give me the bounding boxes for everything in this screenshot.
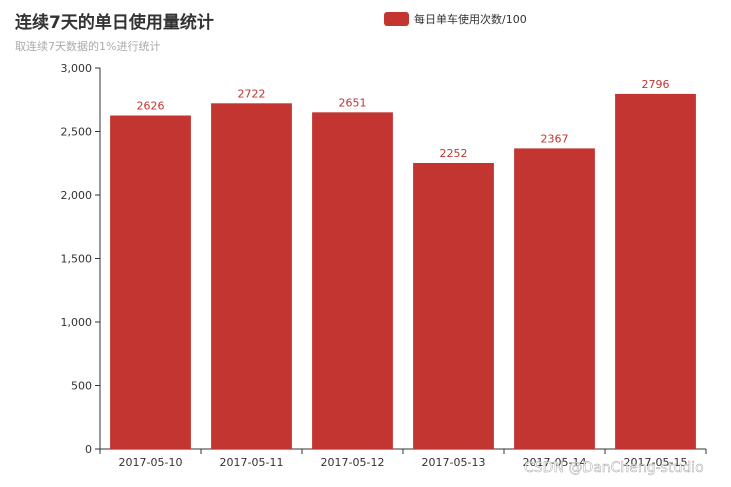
legend-swatch [384,12,409,26]
bar[interactable] [211,103,292,449]
bar-value-label: 2252 [440,147,468,160]
bar[interactable] [514,148,595,450]
bar-value-label: 2651 [339,96,367,109]
x-tick-label: 2017-05-11 [220,456,284,469]
x-tick-label: 2017-05-15 [624,456,688,469]
watermark: CSDN @DanCheng-studio [524,460,704,476]
bar-value-label: 2367 [541,132,569,145]
y-tick-label: 2,500 [61,126,93,139]
bar[interactable] [110,115,191,450]
bar[interactable] [413,162,494,449]
plot-area: 0 500 1,000 1,500 2,000 2,500 3,000 2626 2017-05… [61,62,707,469]
bar-value-label: 2722 [238,87,266,100]
chart-title: 连续7天的单日使用量统计 [15,12,214,33]
y-tick-label: 500 [71,380,92,393]
x-tick-label: 2017-05-10 [119,456,183,469]
y-tick-label: 1,000 [61,316,93,329]
y-tick-label: 2,000 [61,189,93,202]
chart-subtitle: 取连续7天数据的1%进行统计 [15,39,160,53]
legend[interactable]: 每日单车使用次数/100 [384,12,527,26]
bar-value-label: 2626 [137,99,165,112]
bar-value-label: 2796 [642,78,670,91]
bar[interactable] [615,93,696,450]
x-tick-label: 2017-05-13 [422,456,486,469]
y-tick-label: 3,000 [61,62,93,75]
y-tick-label: 0 [85,443,92,456]
y-tick-label: 1,500 [61,253,93,266]
legend-label: 每日单车使用次数/100 [414,12,527,26]
x-tick-label: 2017-05-12 [321,456,385,469]
x-tick-label: 2017-05-14 [523,456,587,469]
bar[interactable] [312,112,393,449]
